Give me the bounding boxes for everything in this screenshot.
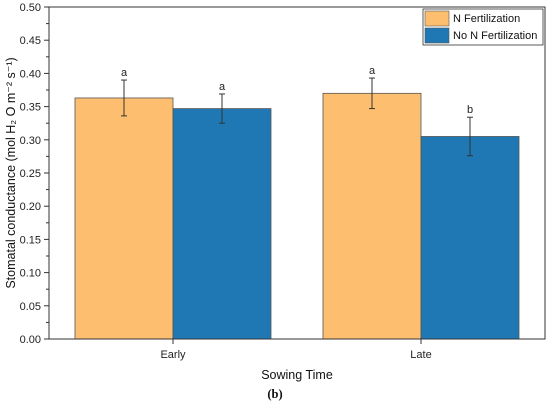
legend: N Fertilization No N Fertilization (422, 8, 544, 46)
significance-label: a (121, 67, 128, 79)
significance-label: a (219, 81, 226, 93)
y-tick-label: 0.00 (20, 334, 41, 346)
significance-labels-layer: a a a b (121, 65, 473, 116)
error-bar (467, 116, 473, 157)
significance-label: a (369, 65, 376, 77)
significance-label: b (467, 104, 473, 116)
error-bars-layer (121, 77, 473, 157)
bar (322, 92, 422, 340)
bar (420, 136, 520, 340)
bar (74, 97, 174, 340)
error-bar (369, 77, 375, 110)
y-tick-label: 0.05 (20, 301, 41, 313)
y-tick-label: 0.50 (20, 2, 41, 14)
y-tick-label: 0.40 (20, 68, 41, 80)
y-tick-label: 0.35 (20, 102, 41, 114)
x-axis-title: Sowing Time (261, 368, 333, 382)
bar (172, 108, 272, 340)
figure-caption: (b) (267, 387, 282, 401)
y-tick-label: 0.15 (20, 234, 41, 246)
legend-swatch (424, 27, 450, 44)
legend-label: No N Fertilization (453, 30, 537, 42)
legend-label: N Fertilization (453, 13, 520, 25)
y-axis-ticks: 0.00 0.05 0.10 0.15 0.20 0.25 0.30 0.35 0.40 0.45… (20, 2, 49, 346)
y-tick-label: 0.30 (20, 135, 41, 147)
bars-layer (74, 92, 520, 340)
error-bar (219, 93, 225, 124)
legend-swatch (424, 10, 450, 27)
x-axis-ticks: Early Late (160, 339, 432, 361)
error-bar (121, 79, 127, 117)
x-tick-label: Early (160, 349, 186, 361)
y-tick-label: 0.45 (20, 35, 41, 47)
y-tick-label: 0.10 (20, 268, 41, 280)
x-tick-label: Late (410, 349, 431, 361)
y-tick-label: 0.20 (20, 201, 41, 213)
y-tick-label: 0.25 (20, 168, 41, 180)
y-axis-title: Stomatal conductance (mol H₂ O m⁻² s⁻¹) (4, 57, 18, 288)
